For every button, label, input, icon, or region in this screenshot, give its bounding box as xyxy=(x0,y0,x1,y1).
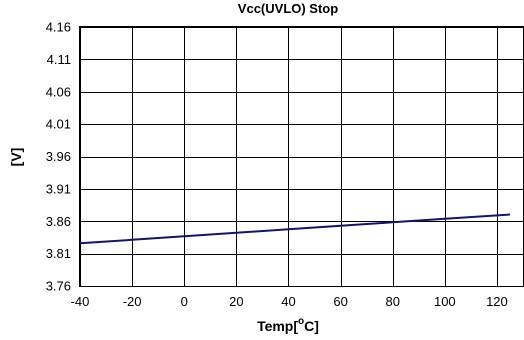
y-tick-label: 3.76 xyxy=(46,279,71,294)
grid-lines xyxy=(80,27,523,287)
x-axis-label-sup: o xyxy=(298,316,304,327)
x-tick-label: 40 xyxy=(281,294,295,309)
x-axis-label: Temp[oC] xyxy=(257,316,319,334)
y-axis-label: [V] xyxy=(8,148,24,167)
x-tick-label: 60 xyxy=(333,294,347,309)
y-tick-label: 4.06 xyxy=(46,84,71,99)
plot-area xyxy=(79,26,524,287)
y-tick-label: 3.91 xyxy=(46,181,71,196)
x-axis-label-tail: C] xyxy=(304,318,319,334)
x-tick-labels: -40 -20 0 20 40 60 80 100 120 xyxy=(71,294,508,309)
y-tick-label: 4.16 xyxy=(46,20,71,35)
x-tick-label: -40 xyxy=(71,294,90,309)
y-tick-label: 3.81 xyxy=(46,246,71,261)
x-tick-label: 0 xyxy=(181,294,188,309)
x-tick-label: 80 xyxy=(385,294,399,309)
series-group xyxy=(79,213,511,245)
x-tick-label: 120 xyxy=(486,294,508,309)
y-tick-label: 3.86 xyxy=(46,214,71,229)
y-tick-label: 3.96 xyxy=(46,149,71,164)
series-line-0 xyxy=(79,213,511,245)
chart-title: Vcc(UVLO) Stop xyxy=(238,1,338,16)
y-tick-labels: 3.76 3.81 3.86 3.91 3.96 4.01 4.06 4.11 4.16 xyxy=(46,20,71,294)
y-tick-label: 4.01 xyxy=(46,117,71,132)
x-tick-label: -20 xyxy=(123,294,142,309)
x-axis-label-main: Temp[ xyxy=(257,318,298,334)
x-tick-label: 100 xyxy=(434,294,456,309)
y-tick-label: 4.11 xyxy=(47,52,71,67)
x-tick-label: 20 xyxy=(229,294,243,309)
